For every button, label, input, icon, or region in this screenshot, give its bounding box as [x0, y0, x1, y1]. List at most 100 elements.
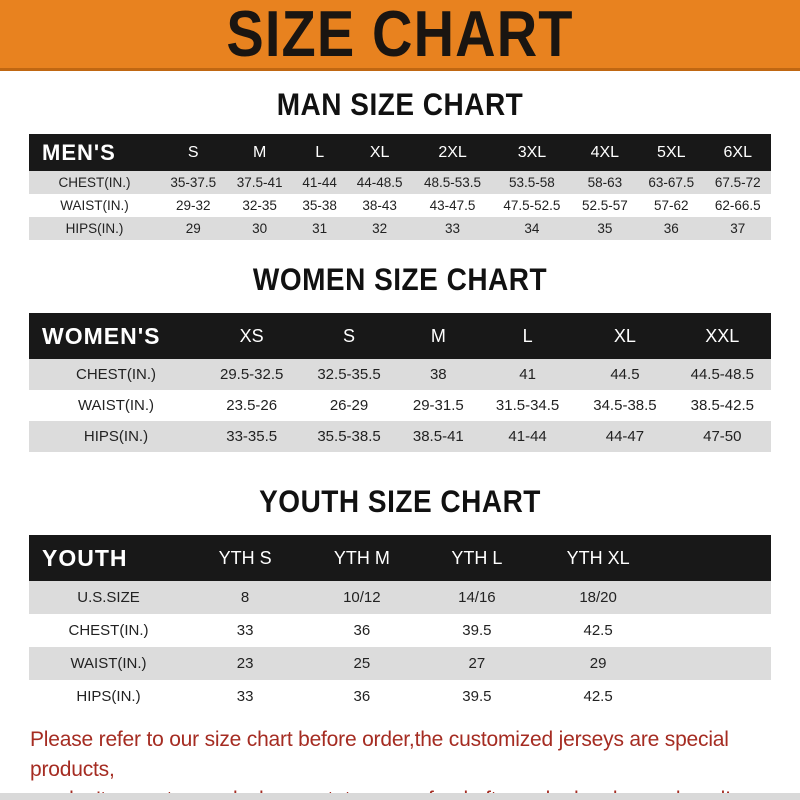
- row-label: WAIST(IN.): [77, 397, 155, 414]
- table-cell: 44-48.5: [356, 175, 403, 190]
- spacer-cell: [664, 581, 771, 614]
- table-cell: 30: [252, 221, 268, 236]
- table-cell: 52.5-57: [581, 198, 628, 213]
- table-cell: 38.5-41: [412, 428, 464, 445]
- column-header-m: M: [226, 134, 293, 171]
- column-header-s: S: [300, 313, 398, 359]
- column-header-5xl: 5XL: [638, 134, 705, 171]
- men-table-label: MEN'S: [29, 134, 160, 171]
- table-cell: 35.5-38.5: [317, 428, 381, 445]
- row-label: WAIST(IN.): [70, 655, 147, 672]
- youth-size-chart-section: YOUTH SIZE CHART YOUTH YTH S YTH M YTH L YTH…: [0, 484, 800, 713]
- spacer-cell: [664, 647, 771, 680]
- spacer-column: [664, 535, 771, 581]
- table-cell: 41: [519, 366, 536, 383]
- table-cell: 33: [236, 622, 254, 639]
- column-header-xxl: XXL: [673, 313, 771, 359]
- table-cell: 57-62: [654, 198, 689, 213]
- table-cell: 31.5-34.5: [495, 397, 560, 414]
- youth-header-row: YOUTH YTH S YTH M YTH L YTH XL: [29, 535, 771, 581]
- row-label: WAIST(IN.): [60, 198, 129, 213]
- column-header-2xl: 2XL: [412, 134, 493, 171]
- column-header-4xl: 4XL: [571, 134, 639, 171]
- bottom-border-strip: [0, 793, 800, 800]
- men-row-2: WAIST(IN.) 29-32 32-35 35-38 38-43 43-47.5 47.…: [29, 194, 771, 217]
- women-section-title: WOMEN SIZE CHART: [252, 262, 548, 297]
- notice-line-1: Please refer to our size chart before or…: [30, 728, 729, 781]
- table-cell: 33-35.5: [226, 428, 278, 445]
- table-cell: 26-29: [329, 397, 369, 414]
- table-cell: 8: [240, 589, 250, 606]
- column-header-yth-xl: YTH XL: [532, 535, 664, 581]
- table-cell: 29: [589, 655, 607, 672]
- youth-row-4: HIPS(IN.) 33 36 39.5 42.5: [29, 680, 771, 713]
- table-cell: 33: [236, 688, 254, 705]
- youth-size-table: YOUTH YTH S YTH M YTH L YTH XL U.S.SIZE 8 10/12…: [29, 535, 771, 713]
- table-cell: 32.5-35.5: [317, 366, 381, 383]
- table-cell: 14/16: [458, 589, 496, 606]
- column-header-yth-l: YTH L: [421, 535, 533, 581]
- men-row-3: HIPS(IN.) 29 30 31 32 33 34 35 36 37: [29, 217, 771, 240]
- women-table-label: WOMEN'S: [29, 313, 203, 359]
- women-size-table: WOMEN'S XS S M L XL XXL CHEST(IN.) 29.5-32.5 32.5…: [29, 313, 771, 452]
- table-cell: 47-50: [703, 428, 742, 445]
- table-cell: 36: [663, 221, 679, 236]
- table-cell: 43-47.5: [429, 198, 476, 213]
- page-title: SIZE CHART: [226, 0, 574, 71]
- table-cell: 38: [429, 366, 447, 383]
- youth-row-3: WAIST(IN.) 23 25 27 29: [29, 647, 771, 680]
- column-header-6xl: 6XL: [704, 134, 771, 171]
- table-cell: 10/12: [343, 589, 381, 606]
- table-cell: 39.5: [462, 622, 492, 639]
- table-cell: 34: [524, 221, 540, 236]
- table-cell: 48.5-53.5: [424, 175, 482, 190]
- table-cell: 27: [468, 655, 486, 672]
- column-header-3xl: 3XL: [492, 134, 572, 171]
- table-cell: 29.5-32.5: [219, 366, 284, 383]
- men-section-title: MAN SIZE CHART: [276, 87, 524, 122]
- table-cell: 36: [353, 622, 371, 639]
- table-cell: 35-38: [302, 198, 337, 213]
- row-label: CHEST(IN.): [76, 366, 156, 383]
- table-cell: 53.5-58: [509, 175, 555, 190]
- column-header-yth-m: YTH M: [302, 535, 422, 581]
- women-header-row: WOMEN'S XS S M L XL XXL: [29, 313, 771, 359]
- table-cell: 42.5: [583, 622, 613, 639]
- order-notice: Please refer to our size chart before or…: [30, 725, 800, 800]
- table-cell: 42.5: [583, 688, 613, 705]
- column-header-xs: XS: [203, 313, 301, 359]
- spacer-cell: [664, 614, 771, 647]
- column-header-xl: XL: [576, 313, 674, 359]
- table-cell: 41-44: [302, 175, 337, 190]
- table-cell: 44.5-48.5: [690, 366, 754, 383]
- table-cell: 41-44: [508, 428, 547, 445]
- column-header-m: M: [397, 313, 479, 359]
- table-cell: 32-35: [242, 198, 277, 213]
- table-cell: 34.5-38.5: [593, 397, 657, 414]
- row-label: CHEST(IN.): [58, 175, 131, 190]
- row-label: HIPS(IN.): [83, 428, 149, 445]
- men-row-1: CHEST(IN.) 35-37.5 37.5-41 41-44 44-48.5 48.5…: [29, 171, 771, 194]
- table-cell: 38-43: [362, 198, 397, 213]
- table-cell: 67.5-72: [714, 175, 761, 190]
- women-row-2: WAIST(IN.) 23.5-26 26-29 29-31.5 31.5-34.5 34…: [29, 390, 771, 421]
- youth-row-1: U.S.SIZE 8 10/12 14/16 18/20: [29, 581, 771, 614]
- table-cell: 37.5-41: [236, 175, 283, 190]
- youth-section-title: YOUTH SIZE CHART: [259, 484, 541, 519]
- row-label: CHEST(IN.): [68, 622, 149, 639]
- table-cell: 39.5: [462, 688, 492, 705]
- row-label: HIPS(IN.): [76, 688, 141, 705]
- column-header-s: S: [160, 134, 227, 171]
- page-header: SIZE CHART: [0, 0, 800, 71]
- table-cell: 35-37.5: [170, 175, 217, 190]
- table-cell: 58-63: [587, 175, 623, 190]
- table-cell: 36: [353, 688, 371, 705]
- men-header-row: MEN'S S M L XL 2XL 3XL 4XL 5XL 6XL: [29, 134, 771, 171]
- table-cell: 25: [353, 655, 371, 672]
- men-size-chart-section: MAN SIZE CHART MEN'S S M L XL 2XL 3XL 4XL 5XL 6XL…: [0, 87, 800, 240]
- table-cell: 29-32: [175, 198, 211, 213]
- women-row-1: CHEST(IN.) 29.5-32.5 32.5-35.5 38 41 44.5 44.5…: [29, 359, 771, 390]
- column-header-l: L: [478, 313, 577, 359]
- column-header-l: L: [292, 134, 347, 171]
